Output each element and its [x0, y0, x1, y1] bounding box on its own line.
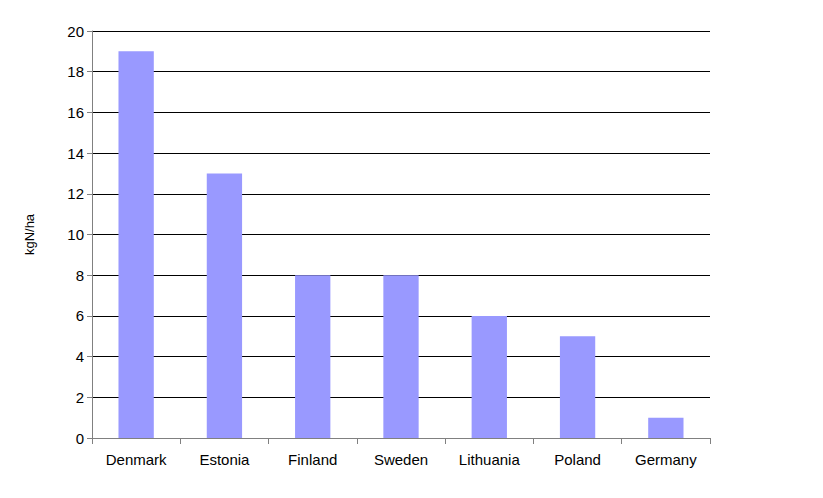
svg-text:20: 20 — [67, 23, 84, 40]
svg-text:14: 14 — [67, 145, 84, 162]
svg-text:Denmark: Denmark — [106, 451, 167, 468]
svg-text:Finland: Finland — [288, 451, 337, 468]
svg-text:12: 12 — [67, 185, 84, 202]
svg-text:8: 8 — [76, 267, 84, 284]
svg-text:2: 2 — [76, 389, 84, 406]
svg-text:Lithuania: Lithuania — [459, 451, 521, 468]
svg-text:kgN/ha: kgN/ha — [22, 213, 37, 255]
svg-text:4: 4 — [76, 348, 84, 365]
svg-text:Estonia: Estonia — [199, 451, 250, 468]
svg-text:Germany: Germany — [635, 451, 697, 468]
svg-text:18: 18 — [67, 63, 84, 80]
svg-text:Sweden: Sweden — [374, 451, 428, 468]
svg-text:6: 6 — [76, 307, 84, 324]
svg-text:Poland: Poland — [554, 451, 601, 468]
svg-text:10: 10 — [67, 226, 84, 243]
svg-text:16: 16 — [67, 104, 84, 121]
svg-text:0: 0 — [76, 430, 84, 447]
